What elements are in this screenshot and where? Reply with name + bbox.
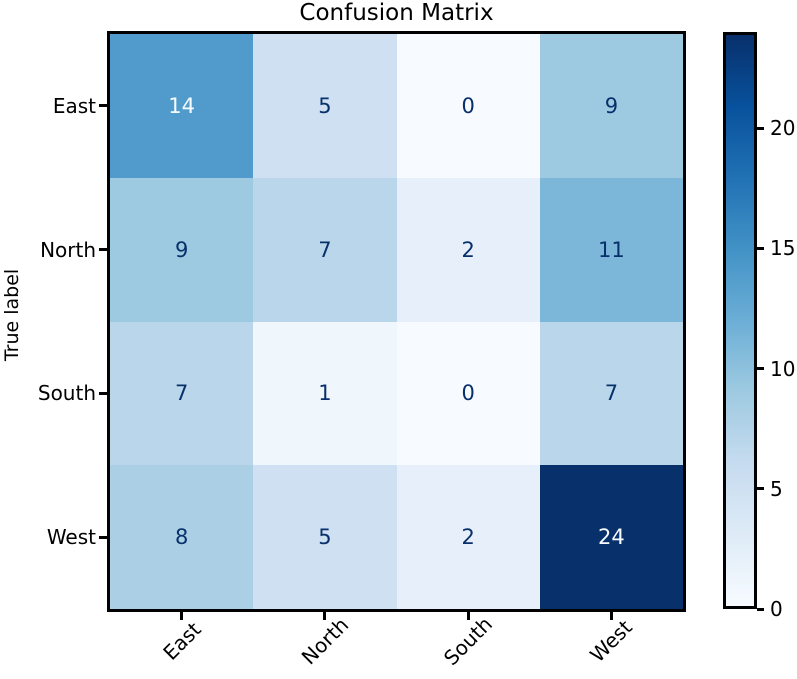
chart-title: Confusion Matrix [299,0,494,26]
colorbar-tick-label: 10 [770,356,796,381]
x-tick-mark [180,612,184,620]
heatmap-cell: 5 [253,34,397,178]
y-tick-label: East [52,93,96,118]
heatmap-cell: 5 [253,465,397,609]
heatmap-cell: 2 [396,465,540,609]
heatmap-cell: 9 [539,34,683,178]
x-tick-mark [609,612,613,620]
colorbar-tick-label: 15 [770,236,796,261]
y-tick-label: West [46,525,96,550]
colorbar-tick-label: 20 [770,116,796,141]
heatmap-cell: 14 [110,34,254,178]
heatmap-cell: 9 [110,177,254,322]
y-tick-mark [99,391,107,395]
colorbar-tick-label: 5 [770,476,783,501]
y-tick-mark [99,248,107,252]
heatmap-cell: 7 [539,321,683,466]
heatmap-cell: 24 [539,465,683,609]
x-tick-mark [323,612,327,620]
colorbar-tick-mark [757,367,764,371]
colorbar-tick-mark [757,607,764,611]
colorbar-tick-mark [757,487,764,491]
colorbar-tick-mark [757,126,764,130]
colorbar-tick-mark [757,246,764,250]
heatmap-cell: 1 [253,321,397,466]
heatmap-plot-area: 14 5 0 9 9 7 2 11 7 1 0 7 8 5 2 24 [107,31,686,612]
colorbar-gradient [726,35,754,606]
y-tick-label: North [40,237,96,262]
heatmap-cell: 7 [110,321,254,466]
heatmap-cell: 2 [396,177,540,322]
y-axis-label: True label [1,268,23,362]
heatmap-cell: 0 [396,34,540,178]
heatmap-cell: 11 [539,177,683,322]
heatmap-cell: 8 [110,465,254,609]
x-tick-label: East [157,617,206,665]
y-tick-label: South [37,381,96,406]
heatmap-grid: 14 5 0 9 9 7 2 11 7 1 0 7 8 5 2 24 [110,34,683,609]
colorbar-tick-label: 0 [770,597,783,621]
x-tick-label: North [296,612,354,670]
x-tick-mark [466,612,470,620]
x-tick-label: South [439,611,498,671]
y-tick-mark [99,535,107,539]
x-tick-label: West [585,615,638,667]
heatmap-cell: 7 [253,177,397,322]
heatmap-cell: 0 [396,321,540,466]
colorbar [723,32,757,609]
y-tick-mark [99,104,107,108]
